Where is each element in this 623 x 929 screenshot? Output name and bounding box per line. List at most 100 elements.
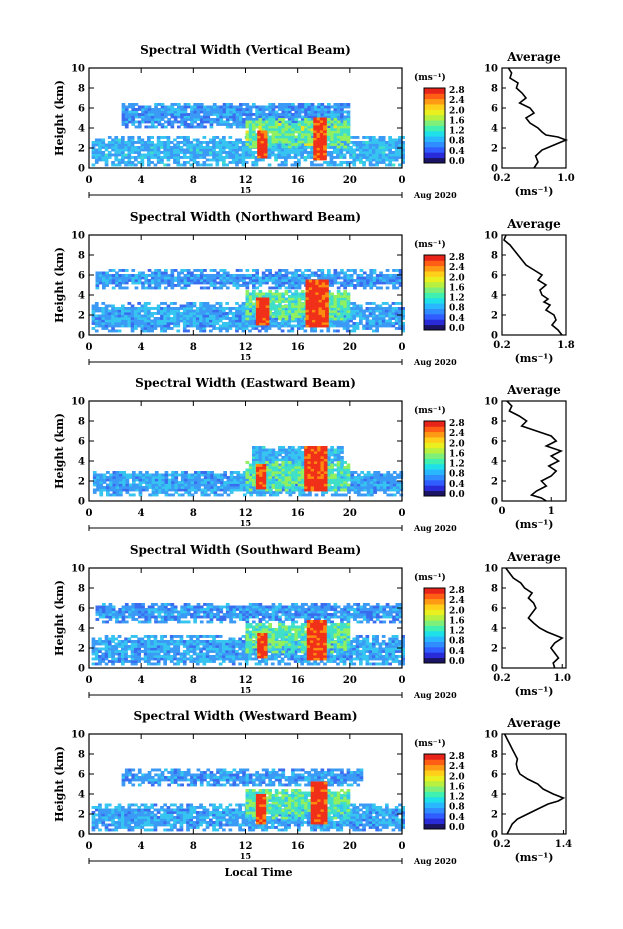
heatmap-cell bbox=[216, 486, 221, 489]
heatmap-cell bbox=[362, 314, 366, 318]
heatmap-cell bbox=[343, 271, 347, 275]
heatmap-cell bbox=[330, 461, 334, 464]
heatmap-cell bbox=[381, 317, 386, 320]
heatmap-cell bbox=[255, 110, 259, 114]
heatmap-cell bbox=[179, 314, 184, 318]
heatmap-cell bbox=[258, 115, 263, 119]
heatmap-cell bbox=[143, 327, 148, 330]
heatmap-cell bbox=[157, 284, 162, 287]
heatmap-cell bbox=[228, 319, 233, 323]
heatmap-cell bbox=[156, 319, 161, 323]
heatmap-cell bbox=[357, 476, 361, 479]
heatmap-cell bbox=[104, 163, 109, 167]
heatmap-cell bbox=[293, 151, 298, 154]
heatmap-cell bbox=[269, 493, 273, 497]
heatmap-cell bbox=[281, 130, 286, 134]
colorbar-tick-label: 0.8 bbox=[449, 304, 465, 314]
heatmap-cell bbox=[381, 156, 386, 159]
heatmap-cell bbox=[271, 110, 276, 114]
heatmap-cell bbox=[262, 322, 267, 326]
heatmap-cell bbox=[262, 305, 267, 308]
heatmap-cell bbox=[294, 128, 299, 131]
heatmap-cell bbox=[190, 486, 195, 489]
heatmap-cell bbox=[359, 269, 364, 272]
heatmap-cell bbox=[363, 483, 368, 487]
heatmap-cell bbox=[154, 493, 159, 497]
heatmap-cell bbox=[278, 128, 282, 131]
heatmap-cell bbox=[375, 153, 379, 157]
heatmap-cell bbox=[271, 135, 276, 139]
heatmap-cell bbox=[222, 322, 226, 325]
heatmap-cell bbox=[222, 312, 226, 315]
heatmap-cell bbox=[290, 163, 295, 167]
heatmap-cell bbox=[398, 269, 403, 272]
heatmap-cell bbox=[193, 281, 197, 285]
heatmap-cell bbox=[137, 312, 141, 315]
x-tick-label: 4 bbox=[138, 342, 145, 353]
heatmap-cell bbox=[177, 284, 181, 287]
heatmap-cell bbox=[370, 478, 374, 482]
heatmap-cell bbox=[157, 271, 162, 275]
heatmap-cell bbox=[130, 304, 135, 308]
heatmap-cell bbox=[388, 324, 392, 328]
heatmap-cell bbox=[294, 145, 299, 149]
heatmap-cell bbox=[305, 302, 310, 305]
heatmap-cell bbox=[231, 156, 236, 159]
heatmap-cell bbox=[336, 309, 340, 313]
heatmap-cell bbox=[343, 305, 347, 308]
heatmap-cell bbox=[287, 115, 292, 119]
heatmap-cell bbox=[310, 274, 315, 277]
heatmap-cell bbox=[236, 483, 241, 487]
heatmap-cell bbox=[365, 141, 370, 144]
heatmap-cell bbox=[383, 483, 387, 487]
heatmap-cell bbox=[169, 153, 174, 157]
heatmap-cell bbox=[310, 148, 314, 152]
heatmap-cell bbox=[238, 319, 242, 323]
heatmap-cell bbox=[235, 281, 240, 285]
heatmap-cell bbox=[262, 302, 267, 306]
heatmap-cell bbox=[401, 143, 405, 147]
heatmap-cell bbox=[173, 279, 178, 282]
heatmap-cell bbox=[124, 319, 128, 323]
heatmap-cell bbox=[189, 143, 194, 147]
heatmap-cell bbox=[287, 138, 292, 141]
heatmap-cell bbox=[284, 279, 289, 282]
heatmap-cell bbox=[308, 302, 313, 305]
heatmap-cell bbox=[381, 312, 386, 315]
heatmap-cell bbox=[379, 276, 383, 280]
heatmap-cell bbox=[312, 279, 316, 283]
heatmap-cell bbox=[346, 297, 351, 301]
heatmap-cell bbox=[209, 324, 213, 328]
heatmap-cell bbox=[161, 483, 166, 487]
heatmap-cell bbox=[329, 319, 334, 323]
heatmap-cell bbox=[173, 284, 178, 287]
heatmap-cell bbox=[396, 486, 400, 489]
heatmap-cell bbox=[262, 493, 267, 497]
heatmap-cell bbox=[177, 473, 182, 477]
heatmap-cell bbox=[307, 118, 312, 121]
heatmap-cell bbox=[182, 141, 187, 144]
heatmap-cell bbox=[271, 138, 276, 141]
heatmap-cell bbox=[124, 307, 128, 310]
heatmap-cell bbox=[176, 146, 181, 149]
heatmap-cell bbox=[154, 486, 159, 489]
heatmap-cell bbox=[280, 317, 285, 320]
heatmap-cell bbox=[372, 329, 376, 333]
day-label: 15 bbox=[240, 352, 251, 362]
heatmap-cell bbox=[281, 279, 286, 282]
profile-y-tick-label: 8 bbox=[491, 84, 498, 95]
heatmap-cell bbox=[336, 458, 341, 462]
heatmap-cell bbox=[333, 130, 338, 134]
heatmap-cell bbox=[388, 163, 392, 167]
heatmap-cell bbox=[391, 322, 396, 325]
heatmap-cell bbox=[199, 329, 203, 333]
heatmap-cell bbox=[223, 488, 227, 492]
heatmap-cell bbox=[117, 307, 122, 310]
heatmap-cell bbox=[307, 105, 312, 109]
heatmap-cell bbox=[138, 476, 143, 479]
heatmap-cell bbox=[134, 156, 138, 159]
heatmap-cell bbox=[336, 156, 340, 159]
heatmap-cell bbox=[245, 286, 250, 290]
heatmap-cell bbox=[153, 151, 158, 154]
heatmap-cell bbox=[147, 136, 151, 139]
